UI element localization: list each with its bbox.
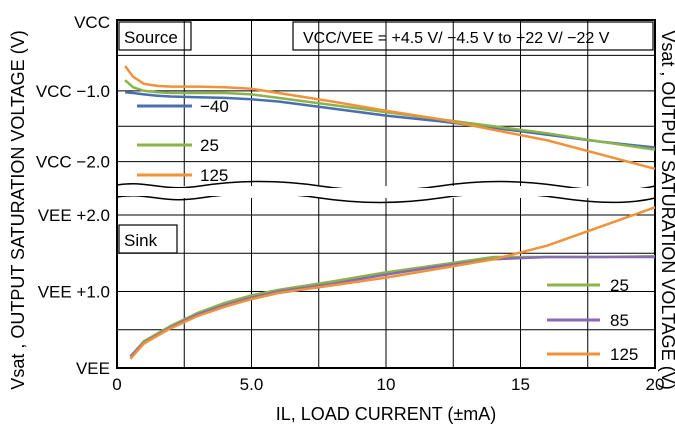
- source-series-line: [124, 91, 656, 149]
- legend-label-source: 25: [200, 136, 219, 155]
- y-tick-label-source: VCC −2.0: [36, 153, 110, 172]
- source-series-line: [124, 65, 656, 171]
- tick-labels: 0 5.0 10 15 20 VCC VCC −1.0 VCC −2.0 VEE +2.0 VEE…: [36, 13, 665, 394]
- legend-label-sink: 25: [610, 276, 629, 295]
- sink-panel-title: Sink: [124, 231, 158, 250]
- supply-annotation: VCC/VEE = +4.5 V/ −4.5 V to +22 V/ −22 V: [303, 30, 610, 47]
- legend-label-sink: 85: [610, 311, 629, 330]
- y-axis-title: Vsat , OUTPUT SATURATION VOLTAGE (V): [8, 30, 28, 389]
- source-panel-title: Source: [124, 28, 178, 47]
- axis-break-bottom: [116, 192, 656, 204]
- sink-label-box: [118, 224, 178, 254]
- sink-series-line: [129, 255, 656, 358]
- y-tick-label-source: VCC −1.0: [36, 82, 110, 101]
- x-tick-label: 0: [112, 375, 121, 394]
- source-label-box: [118, 21, 192, 51]
- legends: −40 25 125 25 85 125: [137, 97, 638, 364]
- x-tick-label: 15: [511, 375, 530, 394]
- data-series: [124, 65, 656, 360]
- x-tick-label: 20: [646, 375, 665, 394]
- legend-label-source: −40: [200, 97, 229, 116]
- y-tick-label-sink: VEE +1.0: [38, 282, 110, 301]
- y-tick-label-sink: VEE +2.0: [38, 206, 110, 225]
- y-axis-title-right: Vsat , OUTPUT SATURATION VOLTAGE (V): [658, 30, 675, 389]
- source-series-line: [124, 79, 656, 151]
- x-tick-label: 10: [377, 375, 396, 394]
- y-tick-label-sink: VEE: [76, 359, 110, 378]
- sink-series-line: [129, 206, 656, 360]
- supply-annotation-box: [292, 21, 654, 51]
- x-axis-title: IL, LOAD CURRENT (±mA): [276, 404, 497, 424]
- break-gap: [118, 188, 654, 196]
- legend-label-sink: 125: [610, 345, 638, 364]
- x-tick-label: 5.0: [240, 375, 264, 394]
- legend-label-source: 125: [200, 166, 228, 185]
- y-tick-label-source: VCC: [74, 13, 110, 32]
